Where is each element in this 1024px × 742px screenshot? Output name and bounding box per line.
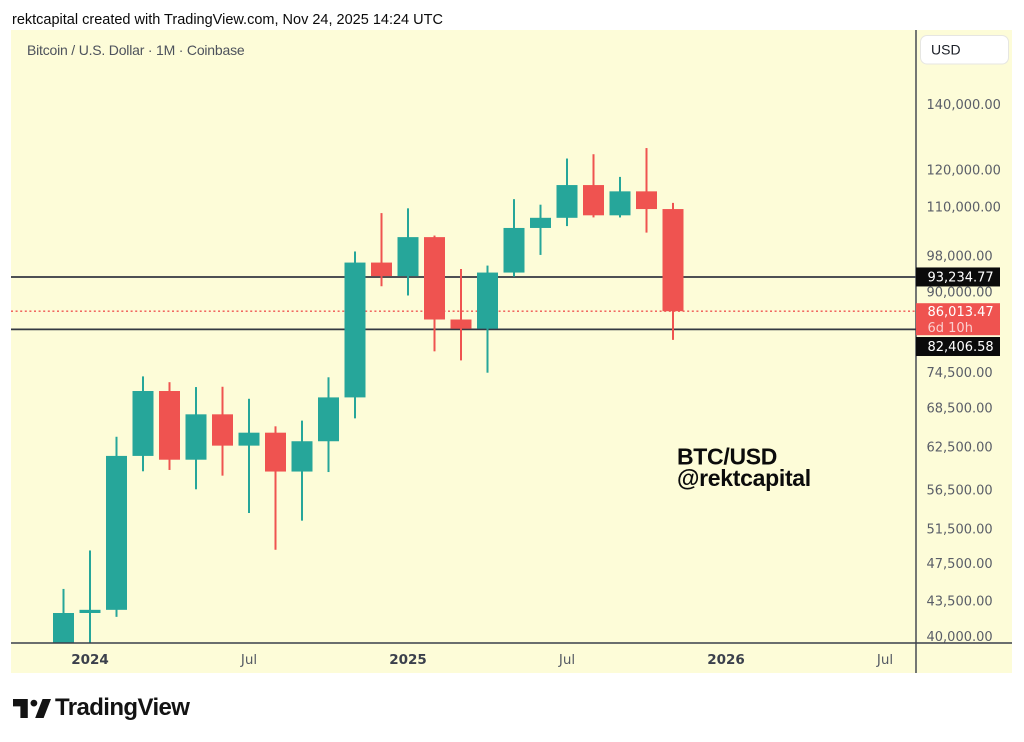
candles-layer: [53, 148, 684, 643]
price-tick-label: 51,500.00: [927, 523, 993, 538]
watermark-author: @rektcapital: [677, 465, 811, 491]
attribution-text: rektcapital created with TradingView.com…: [12, 11, 443, 28]
price-lines-layer: [11, 276, 916, 331]
candle-apr-2025: [477, 265, 498, 373]
price-badge-value: 82,406.58: [928, 340, 994, 355]
price-line-badge: [916, 337, 1000, 357]
price-tick-label: 120,000.00: [927, 163, 1001, 178]
candle-apr-2024: [159, 382, 180, 470]
price-tick-label: 90,000.00: [927, 286, 993, 301]
candle-nov-2025: [662, 202, 684, 340]
tradingview-logo-icon: [13, 698, 51, 718]
price-tick-label: 56,500.00: [927, 483, 993, 498]
time-scale[interactable]: 2024 Jul 2025 Jul 2026 Jul: [71, 652, 893, 668]
price-tick-label: 74,500.00: [927, 366, 993, 381]
candle-body: [583, 185, 604, 216]
candle-body: [636, 191, 657, 210]
price-tick-label: 40,000.00: [927, 630, 993, 645]
time-tick-label: Jul: [558, 652, 575, 668]
tradingview-brand-text: TradingView: [55, 694, 190, 721]
candle-nov-2024: [344, 251, 366, 419]
candle-wick: [274, 426, 277, 550]
candle-body: [344, 262, 366, 398]
price-line-badge: [916, 267, 1000, 287]
candle-dec-2023: [53, 588, 74, 643]
candle-body: [530, 217, 551, 228]
candle-aug-2025: [583, 154, 604, 218]
candle-body: [503, 227, 525, 273]
candle-jul-2024: [238, 398, 260, 514]
candle-body: [318, 397, 339, 442]
candle-body: [79, 609, 101, 614]
candle-jun-2025: [530, 204, 551, 255]
candle-feb-2025: [424, 235, 445, 352]
candle-body: [556, 185, 578, 218]
price-scale[interactable]: 140,000.00 120,000.00 110,000.00 98,000.00 9…: [927, 98, 1001, 645]
candle-wick: [248, 398, 250, 514]
candle-mar-2024: [132, 376, 154, 472]
candle-sep-2025: [609, 176, 631, 218]
candle-body: [371, 262, 392, 277]
candle-may-2025: [503, 199, 525, 277]
candle-body: [265, 432, 286, 472]
time-tick-label: 2026: [707, 652, 745, 668]
footer-brand[interactable]: TradingView: [13, 694, 190, 721]
time-tick-label: Jul: [876, 652, 893, 668]
candle-body: [397, 237, 419, 277]
price-badge-value: 93,234.77: [928, 271, 994, 286]
chart-background: [11, 30, 1012, 673]
candle-wick: [380, 213, 383, 287]
candle-oct-2025: [636, 148, 657, 233]
watermark-symbol: BTC/USD: [677, 444, 777, 470]
time-tick-label: Jul: [240, 652, 257, 668]
chart-area: 140,000.00 120,000.00 110,000.00 98,000.00 9…: [11, 30, 1012, 673]
candle-mar-2025: [450, 268, 472, 361]
price-tick-label: 62,500.00: [927, 440, 993, 455]
price-tick-label: 43,500.00: [927, 594, 993, 609]
candle-body: [424, 237, 445, 320]
chart-legend-title[interactable]: Bitcoin / U.S. Dollar · 1M · Coinbase: [27, 42, 245, 58]
candle-body: [450, 319, 472, 329]
candle-jul-2025: [556, 158, 578, 227]
candle-body: [106, 455, 127, 610]
candle-jan-2025: [397, 208, 419, 296]
last-price-badge: [916, 303, 1000, 336]
price-tick-label: 140,000.00: [927, 98, 1001, 113]
candlestick-chart: 140,000.00 120,000.00 110,000.00 98,000.00 9…: [11, 30, 1012, 673]
candle-body: [212, 414, 233, 446]
candle-dec-2024: [371, 213, 392, 287]
time-tick-label: 2025: [389, 652, 427, 668]
candle-aug-2024: [265, 426, 286, 550]
price-tick-label: 98,000.00: [927, 249, 993, 264]
currency-button[interactable]: USD: [920, 35, 1009, 65]
candle-body: [662, 209, 684, 312]
candle-body: [291, 441, 313, 472]
price-tick-label: 47,500.00: [927, 557, 993, 572]
candle-wick: [539, 204, 542, 255]
candle-body: [185, 414, 207, 460]
candle-body: [53, 613, 74, 643]
candle-body: [238, 432, 260, 446]
candle-body: [477, 272, 498, 329]
price-badge-value: 86,013.47: [928, 305, 994, 320]
bar-countdown: 6d 10h: [928, 321, 973, 336]
currency-button-label: USD: [931, 42, 961, 58]
price-tick-label: 110,000.00: [927, 200, 1001, 215]
candle-oct-2024: [318, 377, 339, 473]
candle-jan-2024: [79, 550, 101, 643]
candle-may-2024: [185, 387, 207, 490]
candle-body: [609, 191, 631, 216]
candle-jun-2024: [212, 386, 233, 476]
price-tick-label: 68,500.00: [927, 402, 993, 417]
candle-wick: [645, 148, 648, 233]
time-tick-label: 2024: [71, 652, 109, 668]
candle-wick: [460, 268, 462, 361]
candle-wick: [89, 550, 91, 643]
candle-sep-2024: [291, 420, 313, 521]
candle-body: [159, 391, 180, 460]
candle-feb-2024: [106, 436, 127, 617]
candle-body: [132, 391, 154, 456]
